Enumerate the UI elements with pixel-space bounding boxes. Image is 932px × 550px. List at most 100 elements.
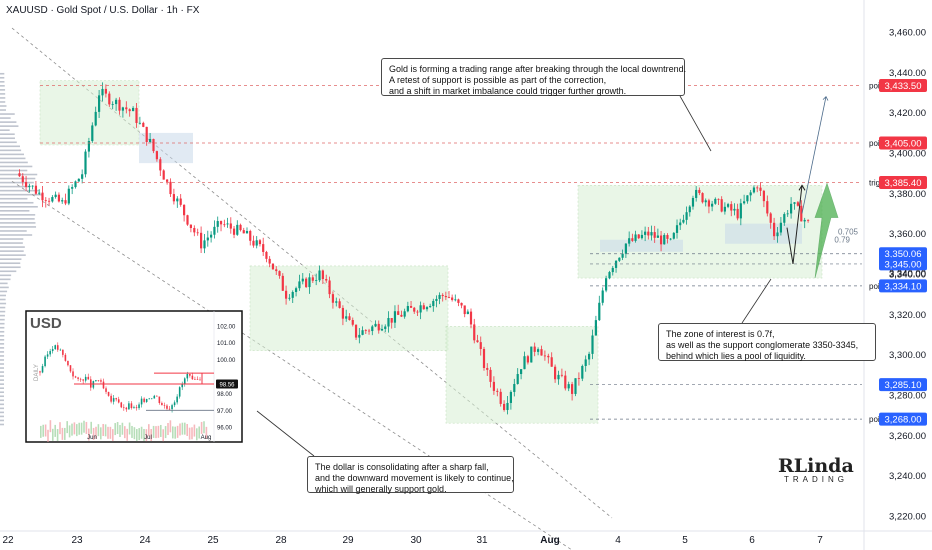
- y-tick-label: 3,320.00: [889, 310, 926, 321]
- y-tick-label: 3,380.00: [889, 189, 926, 200]
- usd-candle-body: [120, 402, 123, 408]
- candle-body: [588, 353, 591, 360]
- volume-profile-bar: [0, 189, 40, 192]
- candle-body: [618, 257, 621, 261]
- candle-body: [108, 93, 111, 105]
- candle-body: [393, 311, 397, 323]
- volume-profile-bar: [0, 262, 21, 265]
- usd-y-tick-label: 97.00: [217, 409, 233, 415]
- usd-y-tick-label: 101.00: [217, 341, 236, 347]
- volume-profile-bar: [0, 117, 11, 119]
- candle-body: [400, 314, 403, 317]
- usd-candle-body: [161, 403, 163, 406]
- y-tick-label: 3,340.00: [889, 269, 926, 280]
- usd-candle-body: [69, 365, 72, 372]
- price-tag: [879, 175, 927, 189]
- candle-body: [335, 301, 338, 303]
- candle-body: [354, 324, 358, 338]
- candle-body: [608, 272, 611, 279]
- volume-profile-bar: [0, 125, 19, 127]
- candle-body: [166, 179, 169, 182]
- volume-profile-bar: [0, 105, 7, 107]
- candle-body: [87, 141, 90, 152]
- usd-x-tick-label: Jun: [87, 435, 97, 441]
- usd-volume-bar: [198, 426, 200, 439]
- usd-volume-bar: [104, 424, 107, 437]
- callout-line: Gold is forming a trading range after br…: [389, 64, 687, 74]
- candle-body: [152, 138, 155, 152]
- candle-body: [403, 311, 406, 317]
- candle-body: [118, 99, 121, 111]
- usd-candle-body: [189, 374, 191, 376]
- candle-body: [675, 225, 679, 233]
- usd-candle-body: [74, 376, 77, 378]
- usd-candle-body: [87, 376, 90, 380]
- candle-body: [666, 235, 669, 239]
- usd-volume-bar: [186, 423, 188, 436]
- price-tag: [879, 279, 927, 293]
- candle-body: [54, 194, 57, 198]
- usd-volume-bar: [76, 424, 78, 437]
- usd-inset-frame: [25, 310, 243, 443]
- candle-body: [387, 318, 390, 327]
- usd-candle-body: [97, 380, 100, 381]
- candle-body: [479, 342, 482, 349]
- candle-body: [284, 290, 288, 299]
- usd-candle-body: [107, 391, 110, 396]
- volume-profile-bar: [0, 149, 22, 152]
- volume-profile-bar: [0, 330, 5, 333]
- volume-profile-bar: [0, 419, 5, 422]
- fib-label: 0.705: [838, 228, 859, 237]
- candle-body: [425, 307, 429, 310]
- candle-body: [560, 374, 563, 376]
- projection-target-line: [801, 96, 827, 214]
- usd-candle-body: [115, 398, 117, 400]
- callout-pointer: [256, 410, 315, 457]
- candle-body: [67, 188, 70, 204]
- callout-line: and the downward movement is likely to c…: [315, 473, 514, 483]
- candle-body: [74, 181, 77, 188]
- volume-profile-bar: [0, 278, 11, 281]
- price-tag: [879, 257, 927, 271]
- level-note: poi: [869, 139, 880, 148]
- candle-body: [598, 302, 601, 321]
- candle-body: [132, 107, 135, 112]
- candle-body: [318, 270, 321, 281]
- candle-body: [793, 202, 796, 204]
- rlinda-logo: RLinda TRADING: [778, 455, 854, 484]
- candle-body: [351, 319, 354, 325]
- candle-body: [631, 238, 634, 241]
- volume-profile-bar: [0, 230, 27, 232]
- usd-candle-body: [191, 375, 194, 380]
- usd-volume-bar: [196, 428, 198, 441]
- usd-volume-bar: [143, 428, 145, 441]
- candle-body: [155, 151, 158, 160]
- candle-body: [717, 198, 720, 200]
- candle-body: [18, 173, 21, 177]
- candle-body: [239, 224, 242, 231]
- callout-pointer: [679, 95, 712, 152]
- candle-body: [308, 277, 311, 288]
- candle-body: [98, 95, 101, 112]
- usd-volume-bar: [95, 426, 97, 439]
- price-tag: [879, 247, 927, 261]
- price-tag: [879, 79, 927, 93]
- candle-body: [807, 219, 810, 221]
- candle-body: [438, 294, 441, 299]
- usd-volume-bar: [116, 422, 119, 435]
- callout-line: A retest of support is possible as part …: [389, 75, 607, 85]
- candle-body: [486, 367, 489, 370]
- candle-body: [149, 138, 152, 142]
- volume-profile-bar: [0, 403, 5, 406]
- candle-body: [94, 111, 97, 126]
- usd-volume-bar: [49, 420, 52, 433]
- candle-body: [520, 369, 523, 375]
- volume-profile-bar: [0, 153, 24, 156]
- usd-volume-bar: [114, 423, 116, 436]
- candle-body: [219, 221, 223, 225]
- usd-candle-body: [79, 378, 82, 380]
- candle-body: [621, 253, 624, 258]
- usd-candle-body: [196, 379, 199, 380]
- candle-body: [268, 258, 271, 264]
- consolidation-zone: [445, 326, 599, 424]
